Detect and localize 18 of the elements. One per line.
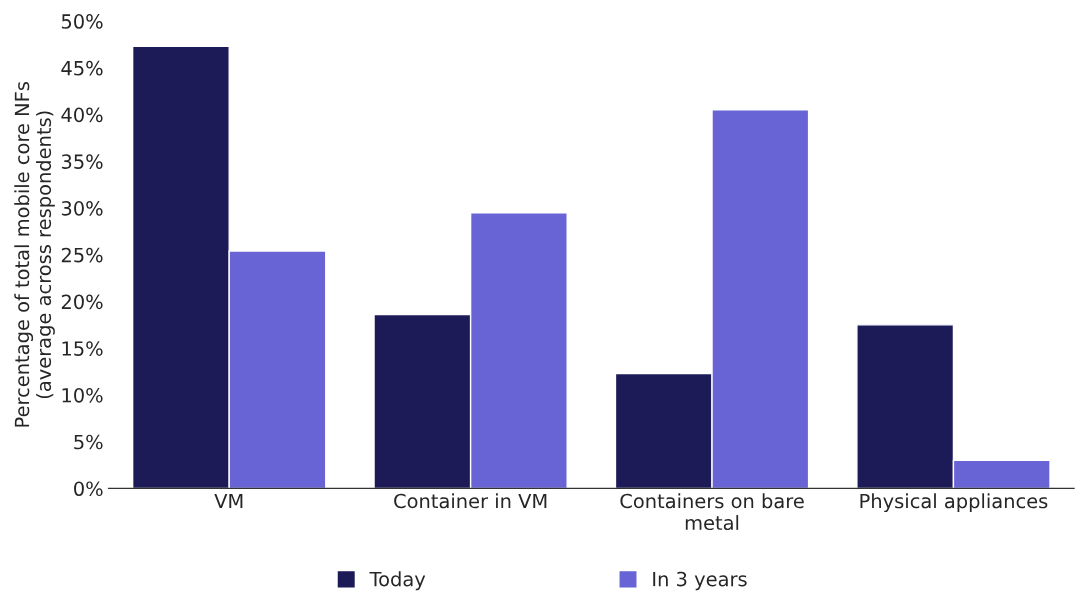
y-tick-label: 45% — [61, 60, 103, 76]
legend-label: In 3 years — [653, 571, 747, 591]
y-tick-label: 35% — [61, 154, 103, 169]
x-tick-label: Container in VM — [394, 493, 547, 509]
y-tick-label: 10% — [62, 387, 103, 403]
y-axis-title: Percentage of total mobile core NFs (average across respondents) — [14, 82, 55, 427]
y-tick-label: 5% — [74, 434, 103, 450]
y-tick-label: 50% — [61, 14, 103, 29]
y-tick-label: 25% — [61, 247, 103, 263]
x-tick-label: Containers on bare metal — [620, 493, 804, 531]
legend-label: Today — [369, 571, 426, 591]
y-tick-label: 20% — [61, 294, 103, 310]
y-tick-label: 40% — [61, 107, 103, 123]
x-tick-label: Physical appliances — [860, 493, 1048, 513]
x-tick-label: VM — [214, 493, 243, 509]
y-tick-label: 30% — [61, 200, 103, 216]
y-tick-label: 0% — [74, 481, 103, 497]
y-tick-label: 15% — [62, 341, 103, 356]
